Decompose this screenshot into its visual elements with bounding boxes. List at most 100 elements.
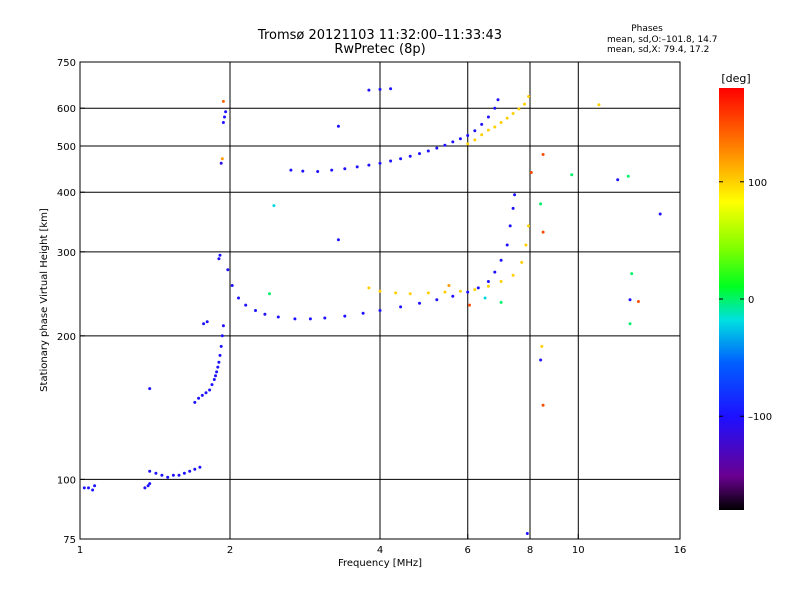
data-point bbox=[93, 484, 97, 488]
data-point bbox=[508, 224, 512, 228]
data-point bbox=[493, 106, 497, 110]
x-tick-label: 4 bbox=[377, 545, 383, 556]
data-point bbox=[616, 178, 620, 182]
data-point bbox=[658, 212, 662, 216]
data-point bbox=[154, 471, 158, 475]
y-axis-label: Stationary phase Virtual Height [km] bbox=[39, 208, 50, 392]
data-point bbox=[204, 391, 208, 395]
data-point bbox=[91, 488, 95, 492]
phases-title: Phases bbox=[631, 24, 663, 34]
data-point bbox=[367, 163, 371, 167]
data-point bbox=[418, 152, 421, 156]
data-point bbox=[218, 353, 222, 357]
data-point bbox=[473, 138, 477, 142]
data-point bbox=[216, 365, 220, 369]
data-point bbox=[451, 294, 455, 298]
data-point bbox=[171, 473, 175, 477]
data-point bbox=[486, 280, 490, 283]
data-point bbox=[82, 486, 86, 490]
data-point bbox=[224, 110, 228, 114]
data-point bbox=[597, 103, 601, 107]
data-point bbox=[505, 243, 509, 247]
data-point bbox=[308, 317, 312, 321]
data-point bbox=[499, 280, 503, 283]
data-point bbox=[244, 303, 248, 307]
data-point bbox=[499, 300, 503, 304]
data-point bbox=[389, 159, 393, 163]
axis-ticks: 1 2 4 6 8 10 16 75 100 200 300 400 500 600 750 bbox=[57, 58, 686, 556]
data-point bbox=[202, 322, 206, 326]
data-point bbox=[541, 403, 545, 407]
data-point bbox=[468, 303, 471, 307]
data-point bbox=[276, 315, 280, 319]
data-point bbox=[289, 168, 293, 172]
data-point bbox=[220, 334, 224, 338]
colorbar-unit-label: [deg] bbox=[721, 72, 750, 85]
data-point bbox=[148, 482, 152, 486]
y-tick-label: 75 bbox=[63, 535, 76, 546]
data-point bbox=[160, 473, 164, 477]
data-point bbox=[177, 473, 181, 477]
data-point bbox=[476, 286, 480, 290]
colorbar-tick-label: 100 bbox=[748, 178, 767, 189]
data-point bbox=[217, 360, 221, 364]
data-point bbox=[426, 149, 430, 153]
data-point bbox=[237, 296, 240, 300]
data-point bbox=[517, 107, 521, 111]
colorbar-tick-label: –100 bbox=[748, 412, 772, 423]
x-tick-label: 6 bbox=[465, 545, 471, 556]
data-point bbox=[301, 169, 305, 173]
data-point bbox=[529, 171, 533, 174]
data-point bbox=[540, 344, 544, 348]
data-point bbox=[483, 296, 487, 300]
data-point bbox=[435, 146, 439, 150]
data-point bbox=[435, 298, 439, 302]
colorbar-ticks: 100 0 –100 bbox=[719, 178, 772, 423]
data-point bbox=[541, 230, 545, 234]
data-point bbox=[316, 170, 320, 173]
phase-colorbar bbox=[719, 88, 744, 510]
data-point bbox=[541, 153, 545, 156]
data-point bbox=[218, 253, 222, 257]
data-point bbox=[263, 312, 267, 316]
data-point bbox=[480, 122, 484, 126]
data-point bbox=[523, 102, 526, 106]
x-tick-label: 2 bbox=[227, 545, 233, 556]
data-point bbox=[628, 322, 632, 326]
y-tick-label: 600 bbox=[57, 104, 76, 115]
data-point bbox=[527, 224, 531, 228]
data-point bbox=[496, 98, 500, 102]
data-point bbox=[221, 324, 225, 328]
y-tick-label: 200 bbox=[57, 332, 76, 343]
data-point bbox=[443, 290, 447, 294]
data-point bbox=[210, 383, 214, 387]
data-point bbox=[367, 88, 371, 92]
data-point bbox=[221, 121, 225, 124]
data-point bbox=[443, 143, 447, 147]
data-point bbox=[378, 289, 382, 293]
data-point bbox=[511, 206, 515, 210]
data-point bbox=[630, 272, 634, 276]
y-tick-label: 500 bbox=[57, 142, 76, 153]
data-point bbox=[466, 290, 470, 294]
data-point bbox=[570, 173, 574, 177]
data-point bbox=[223, 115, 226, 119]
data-point bbox=[146, 484, 150, 488]
data-point bbox=[323, 316, 327, 320]
data-point bbox=[221, 99, 225, 103]
data-point bbox=[493, 270, 497, 274]
data-point bbox=[215, 370, 219, 374]
data-point bbox=[451, 140, 455, 144]
data-point bbox=[143, 486, 147, 490]
data-point bbox=[447, 284, 451, 287]
data-point bbox=[87, 486, 90, 490]
data-point bbox=[343, 167, 347, 171]
phases-x-stats: mean, sd,X: 79.4, 17.2 bbox=[607, 45, 709, 55]
data-point bbox=[330, 168, 334, 172]
x-tick-label: 16 bbox=[674, 545, 687, 556]
data-point bbox=[524, 243, 528, 247]
data-point bbox=[148, 387, 152, 391]
data-point bbox=[355, 165, 359, 169]
data-point bbox=[626, 174, 630, 178]
